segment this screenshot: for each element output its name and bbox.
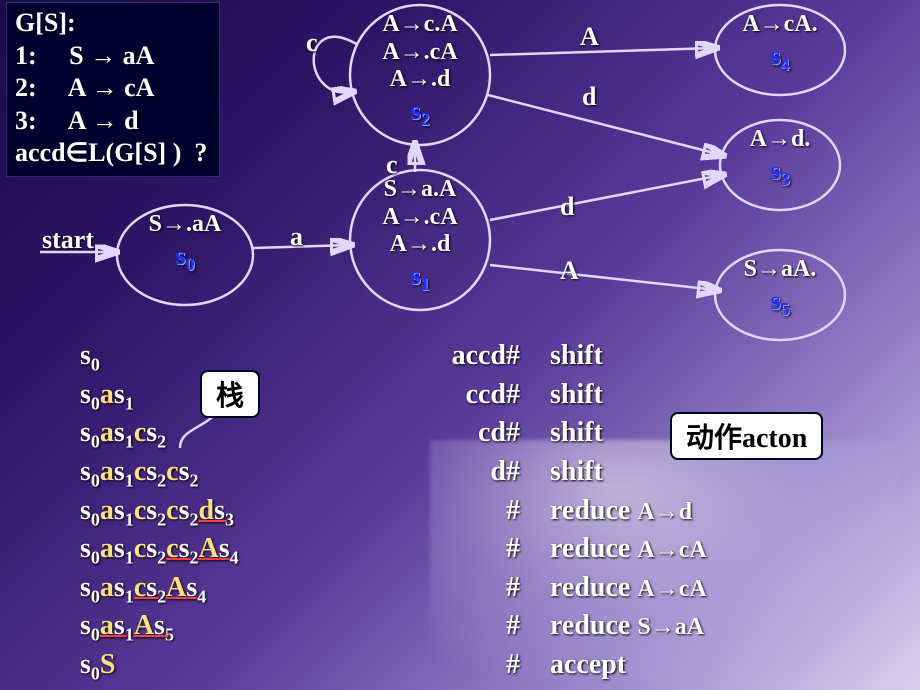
edge-label-A24: A xyxy=(580,22,599,52)
edge-label-c1: c xyxy=(386,150,398,180)
edge-label-a: a xyxy=(290,222,303,252)
state-items: A→d. xyxy=(725,126,835,154)
trace-stack: s0 xyxy=(80,338,340,377)
trace-row: s0as1cs2As4#reduce A→cA xyxy=(80,570,880,609)
trace-stack: s0as1cs2cs2 xyxy=(80,454,340,493)
state-s4: A→cA.s4 xyxy=(720,11,840,75)
trace-input: # xyxy=(340,647,550,683)
trace-stack: s0as1cs2cs2ds3 xyxy=(80,493,340,532)
trace-action: shift xyxy=(550,338,880,374)
trace-row: s0as1cs2cs2d#shift xyxy=(80,454,880,493)
trace-action: shift xyxy=(550,415,880,451)
trace-action: accept xyxy=(550,647,880,683)
state-items: A→c.AA→.cAA→.d xyxy=(355,11,485,94)
trace-stack: s0as1 xyxy=(80,377,340,416)
edge-label-d13: d xyxy=(560,192,574,222)
trace-action: shift xyxy=(550,377,880,413)
trace-row: s0accd#shift xyxy=(80,338,880,377)
state-label: s5 xyxy=(720,286,840,320)
trace-stack: s0as1cs2cs2As4 xyxy=(80,531,340,570)
state-label: s1 xyxy=(355,261,485,295)
state-items: S→aA. xyxy=(720,256,840,284)
trace-row: s0as1ccd#shift xyxy=(80,377,880,416)
state-s3: A→d.s3 xyxy=(725,126,835,190)
trace-input: ccd# xyxy=(340,377,550,413)
trace-stack: s0as1As5 xyxy=(80,608,340,647)
trace-stack: s0S xyxy=(80,647,340,686)
trace-row: s0S#accept xyxy=(80,647,880,686)
state-label: s3 xyxy=(725,156,835,190)
trace-action: reduce A→cA xyxy=(550,570,880,606)
trace-row: s0as1cs2cd#shift xyxy=(80,415,880,454)
edge-label-d23: d xyxy=(582,82,596,112)
state-label: s4 xyxy=(720,41,840,75)
trace-input: accd# xyxy=(340,338,550,374)
state-label: s0 xyxy=(122,241,248,275)
trace-action: reduce A→d xyxy=(550,493,880,529)
trace-row: s0as1cs2cs2As4#reduce A→cA xyxy=(80,531,880,570)
state-s5: S→aA.s5 xyxy=(720,256,840,320)
trace-action: reduce A→cA xyxy=(550,531,880,567)
parse-trace: s0accd#shifts0as1ccd#shifts0as1cs2cd#shi… xyxy=(80,338,880,686)
trace-input: # xyxy=(340,531,550,567)
state-items: S→a.AA→.cAA→.d xyxy=(355,176,485,259)
trace-row: s0as1cs2cs2ds3#reduce A→d xyxy=(80,493,880,532)
edge-label-cloop: c xyxy=(306,28,318,58)
trace-input: # xyxy=(340,570,550,606)
trace-input: # xyxy=(340,493,550,529)
state-s1: S→a.AA→.cAA→.ds1 xyxy=(355,176,485,295)
trace-action: reduce S→aA xyxy=(550,608,880,644)
trace-row: s0as1As5#reduce S→aA xyxy=(80,608,880,647)
trace-input: d# xyxy=(340,454,550,490)
trace-action: shift xyxy=(550,454,880,490)
trace-input: cd# xyxy=(340,415,550,451)
state-s2: A→c.AA→.cAA→.ds2 xyxy=(355,11,485,130)
trace-stack: s0as1cs2 xyxy=(80,415,340,454)
edge-label-start: start xyxy=(42,225,94,255)
edge-label-A15: A xyxy=(560,256,579,286)
state-s0: S→.aAs0 xyxy=(122,211,248,275)
state-items: A→cA. xyxy=(720,11,840,39)
state-items: S→.aA xyxy=(122,211,248,239)
state-label: s2 xyxy=(355,96,485,130)
trace-stack: s0as1cs2As4 xyxy=(80,570,340,609)
trace-input: # xyxy=(340,608,550,644)
